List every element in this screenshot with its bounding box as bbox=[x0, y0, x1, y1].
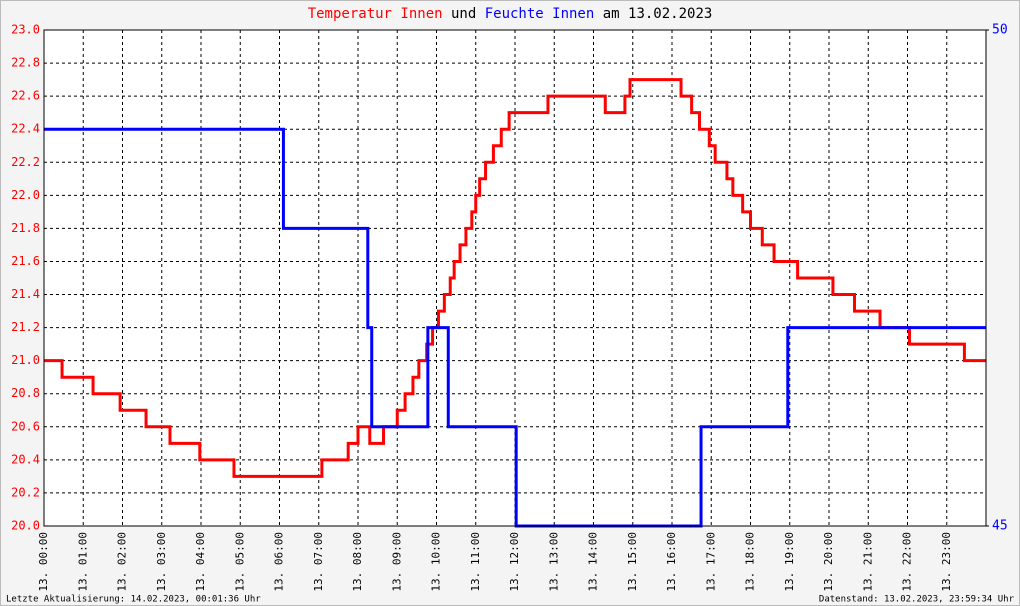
x-tick-label: 13. 12:00 bbox=[508, 532, 521, 592]
y-tick-label: 22.2 bbox=[11, 155, 40, 169]
series-line bbox=[44, 78, 986, 478]
plot-border bbox=[43, 29, 987, 527]
x-tick-label: 13. 03:00 bbox=[155, 532, 168, 592]
x-tick-label: 13. 22:00 bbox=[901, 532, 914, 592]
y-tick-label: 21.0 bbox=[11, 353, 40, 367]
series-line bbox=[44, 127, 986, 528]
x-tick-label: 13. 05:00 bbox=[233, 532, 246, 592]
y-tick-label: 21.2 bbox=[11, 320, 40, 334]
y-tick-label: 23.0 bbox=[11, 23, 40, 37]
x-tick-label: 13. 06:00 bbox=[273, 532, 286, 592]
y-tick-label: 20.6 bbox=[11, 419, 40, 433]
y2-tick-label: 45 bbox=[992, 519, 1008, 534]
x-tick-label: 13. 07:00 bbox=[312, 532, 325, 592]
y-tick-label: 20.0 bbox=[11, 519, 40, 533]
footer-right: Datenstand: 13.02.2023, 23:59:34 Uhr bbox=[819, 595, 1015, 605]
y2-tick-label: 50 bbox=[992, 23, 1008, 38]
title-part: Feuchte Innen bbox=[485, 6, 595, 22]
y-tick-label: 21.8 bbox=[11, 221, 40, 235]
x-tick-label: 13. 09:00 bbox=[390, 532, 403, 592]
x-tick-label: 13. 19:00 bbox=[783, 532, 796, 592]
y-tick-label: 22.8 bbox=[11, 56, 40, 70]
y-tick-label: 20.4 bbox=[11, 452, 40, 466]
x-tick-label: 13. 13:00 bbox=[547, 532, 560, 592]
marks bbox=[44, 78, 986, 528]
x-tick-label: 13. 17:00 bbox=[704, 532, 717, 592]
y-tick-label: 22.0 bbox=[11, 188, 40, 202]
footer-left: Letzte Aktualisierung: 14.02.2023, 00:01… bbox=[6, 595, 261, 605]
x-tick-label: 13. 00:00 bbox=[37, 532, 50, 592]
x-tick-label: 13. 20:00 bbox=[822, 532, 835, 592]
x-tick-label: 13. 11:00 bbox=[469, 532, 482, 592]
title-part: Temperatur Innen bbox=[308, 6, 443, 22]
title-part: und bbox=[451, 6, 476, 22]
x-tick-label: 13. 08:00 bbox=[351, 532, 364, 592]
x-tick-label: 13. 18:00 bbox=[744, 532, 757, 592]
x-tick-label: 13. 14:00 bbox=[587, 532, 600, 592]
y-tick-label: 22.6 bbox=[11, 89, 40, 103]
x-tick-label: 13. 02:00 bbox=[116, 532, 129, 592]
x-tick-label: 13. 01:00 bbox=[76, 532, 89, 592]
title-part: am 13.02.2023 bbox=[603, 6, 713, 22]
chart-title: Temperatur Innen und Feuchte Innen am 13… bbox=[308, 6, 713, 22]
x-tick-label: 13. 21:00 bbox=[861, 532, 874, 592]
x-tick-label: 13. 04:00 bbox=[194, 532, 207, 592]
x-tick-label: 13. 10:00 bbox=[430, 532, 443, 592]
y-tick-label: 20.8 bbox=[11, 386, 40, 400]
x-tick-label: 13. 16:00 bbox=[665, 532, 678, 592]
y-tick-label: 21.4 bbox=[11, 287, 40, 301]
y-tick-label: 22.4 bbox=[11, 122, 40, 136]
x-tick-label: 13. 15:00 bbox=[626, 532, 639, 592]
y-tick-label: 21.6 bbox=[11, 254, 40, 268]
y-tick-label: 20.2 bbox=[11, 485, 40, 499]
x-tick-label: 13. 23:00 bbox=[940, 532, 953, 592]
